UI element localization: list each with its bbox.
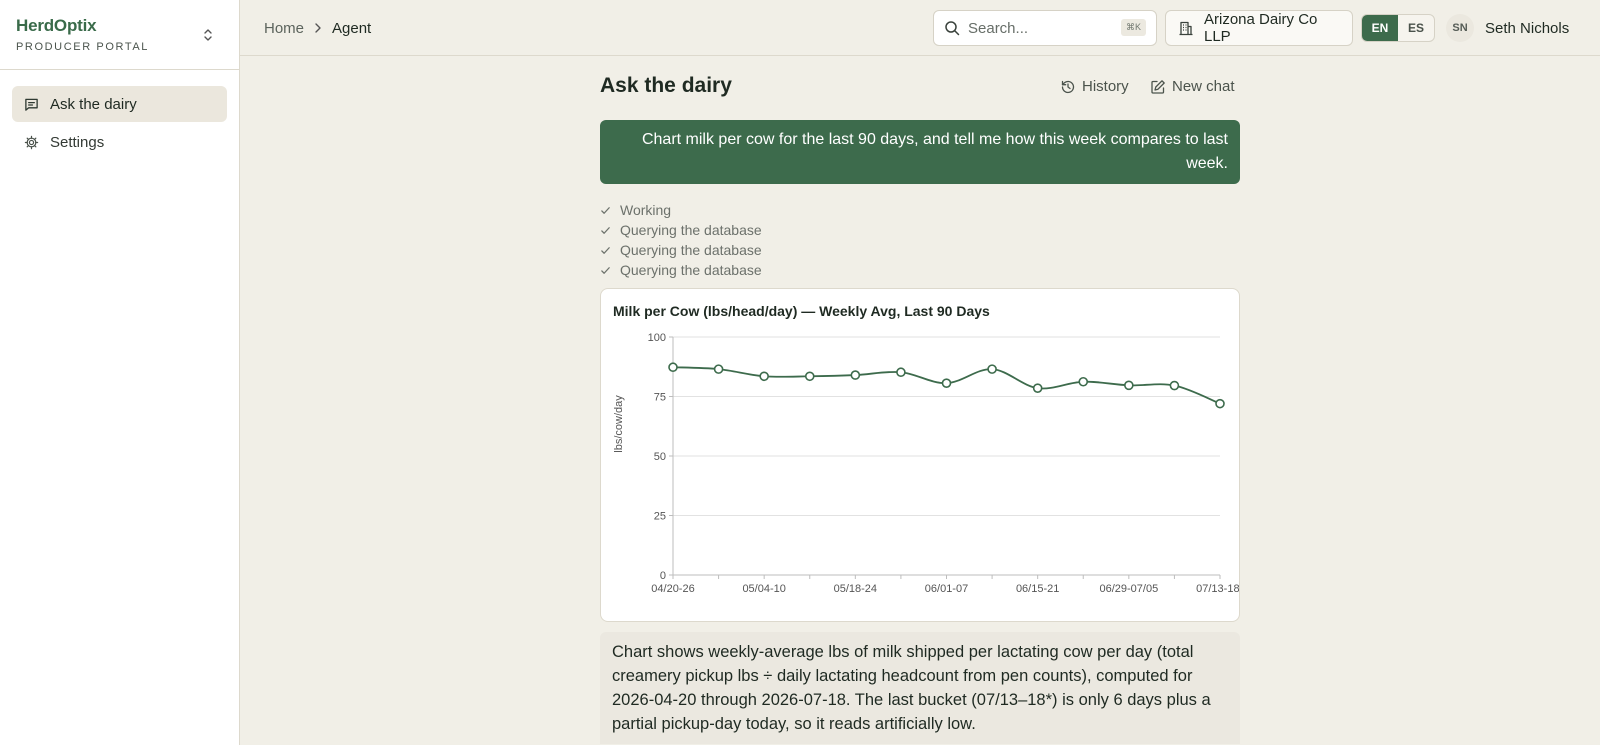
data-point <box>850 370 861 380</box>
new-chat-label: New chat <box>1172 78 1235 95</box>
message-square-icon <box>24 96 40 112</box>
step-item: Querying the database <box>600 220 1240 240</box>
chart-card: Milk per Cow (lbs/head/day) — Weekly Avg… <box>600 288 1240 622</box>
sidebar-item-label: Ask the dairy <box>50 95 137 113</box>
check-icon <box>600 205 614 216</box>
step-item: Querying the database <box>600 240 1240 260</box>
sidebar-item-label: Settings <box>50 133 105 151</box>
data-point <box>987 364 997 374</box>
step-label: Querying the database <box>620 262 762 278</box>
x-tick-label: 06/01-07 <box>925 583 968 595</box>
brand-subtitle: PRODUCER PORTAL <box>16 41 150 53</box>
data-point <box>713 364 724 374</box>
milk-per-cow-chart: Milk per Cow (lbs/head/day) — Weekly Avg… <box>613 303 1239 595</box>
chevron-right-icon <box>314 22 322 34</box>
data-point <box>759 371 769 382</box>
history-label: History <box>1082 78 1129 95</box>
brand-name: HerdOptix <box>16 16 97 35</box>
new-chat-button[interactable]: New chat <box>1150 78 1235 95</box>
x-tick-label: 06/15-21 <box>1016 583 1059 595</box>
y-tick-label: 0 <box>660 570 666 582</box>
data-point <box>668 362 678 373</box>
data-point <box>1215 398 1225 409</box>
y-axis-label: lbs/cow/day <box>613 395 625 453</box>
search-icon <box>944 20 960 36</box>
step-item: Working <box>600 200 1240 220</box>
data-point <box>1032 383 1043 393</box>
data-point <box>941 378 952 388</box>
top-bar: Home Agent ⌘K Arizona Dairy Co LLP EN ES… <box>240 0 1600 56</box>
step-label: Working <box>620 202 672 218</box>
brand-switcher[interactable]: HerdOptix PRODUCER PORTAL <box>0 0 239 70</box>
chat-panel: Ask the dairy History New chat Chart mil… <box>600 56 1240 744</box>
user-name[interactable]: Seth Nichols <box>1485 19 1570 37</box>
x-tick-label: 04/20-26 <box>651 583 694 595</box>
avatar[interactable]: SN <box>1446 14 1474 42</box>
sidebar: HerdOptix PRODUCER PORTAL Ask the dairy … <box>0 0 240 745</box>
data-point <box>804 371 815 382</box>
sidebar-item-settings[interactable]: Settings <box>12 124 227 160</box>
language-toggle: EN ES <box>1361 14 1435 42</box>
history-icon <box>1060 79 1076 95</box>
y-tick-label: 50 <box>654 451 666 463</box>
gear-icon <box>24 134 40 150</box>
edit-square-icon <box>1150 79 1166 95</box>
chart-title: Milk per Cow (lbs/head/day) — Weekly Avg… <box>613 303 990 319</box>
data-point <box>896 367 906 378</box>
data-point <box>1124 380 1134 391</box>
page-title: Ask the dairy <box>600 74 732 97</box>
y-tick-label: 75 <box>654 392 666 404</box>
building-icon <box>1178 20 1194 36</box>
organization-switcher[interactable]: Arizona Dairy Co LLP <box>1165 10 1353 46</box>
chat-header: Ask the dairy History New chat <box>600 56 1240 120</box>
data-point <box>1169 380 1180 391</box>
y-tick-label: 100 <box>648 332 666 344</box>
breadcrumb: Home Agent <box>264 0 371 56</box>
sidebar-item-ask-the-dairy[interactable]: Ask the dairy <box>12 86 227 122</box>
history-button[interactable]: History <box>1060 78 1129 95</box>
shortcut-hint: ⌘K <box>1120 19 1146 36</box>
x-tick-label: 05/18-24 <box>834 583 877 595</box>
step-item: Querying the database <box>600 260 1240 280</box>
step-label: Querying the database <box>620 222 762 238</box>
step-label: Querying the database <box>620 242 762 258</box>
breadcrumb-current: Agent <box>332 19 372 37</box>
check-icon <box>600 225 614 236</box>
x-tick-label: 07/13-18* <box>1196 583 1239 595</box>
search-input[interactable] <box>968 19 1118 37</box>
data-point <box>1078 376 1089 387</box>
breadcrumb-home-link[interactable]: Home <box>264 19 305 37</box>
check-icon <box>600 265 614 276</box>
y-tick-label: 25 <box>654 511 666 523</box>
language-en-button[interactable]: EN <box>1362 15 1398 41</box>
language-es-button[interactable]: ES <box>1407 21 1424 35</box>
user-message: Chart milk per cow for the last 90 days,… <box>600 120 1240 184</box>
chevron-up-down-icon[interactable] <box>201 26 215 44</box>
x-tick-label: 05/04-10 <box>742 583 785 595</box>
assistant-summary: Chart shows weekly-average lbs of milk s… <box>600 632 1240 744</box>
search-box[interactable]: ⌘K <box>933 10 1157 46</box>
check-icon <box>600 245 614 256</box>
agent-steps: Working Querying the database Querying t… <box>600 200 1240 280</box>
organization-name: Arizona Dairy Co LLP <box>1204 11 1318 45</box>
x-tick-label: 06/29-07/05 <box>1099 583 1158 595</box>
sidebar-nav: Ask the dairy Settings <box>0 70 239 178</box>
